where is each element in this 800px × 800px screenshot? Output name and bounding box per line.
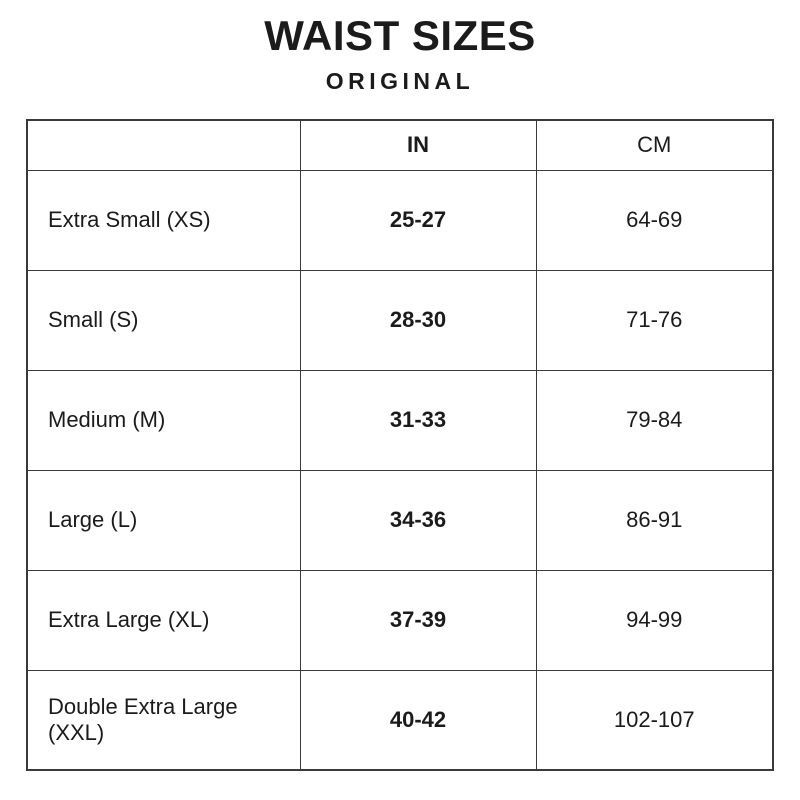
table-row: Small (S) 28-30 71-76 bbox=[26, 269, 774, 371]
header-blank-cell bbox=[26, 119, 301, 171]
size-cm: 79-84 bbox=[535, 369, 774, 471]
size-label: Large (L) bbox=[26, 469, 301, 571]
size-label: Double Extra Large (XXL) bbox=[26, 669, 301, 771]
size-inches: 37-39 bbox=[299, 569, 537, 671]
size-inches: 25-27 bbox=[299, 169, 537, 271]
size-inches: 28-30 bbox=[299, 269, 537, 371]
header-in-cell: IN bbox=[299, 119, 537, 171]
table-row: Large (L) 34-36 86-91 bbox=[26, 469, 774, 571]
size-cm: 86-91 bbox=[535, 469, 774, 571]
size-inches: 34-36 bbox=[299, 469, 537, 571]
size-label: Medium (M) bbox=[26, 369, 301, 471]
size-label: Extra Small (XS) bbox=[26, 169, 301, 271]
table-row: Extra Large (XL) 37-39 94-99 bbox=[26, 569, 774, 671]
table-row: Extra Small (XS) 25-27 64-69 bbox=[26, 169, 774, 271]
waist-size-table: IN CM Extra Small (XS) 25-27 64-69 Small… bbox=[26, 119, 774, 772]
size-inches: 31-33 bbox=[299, 369, 537, 471]
size-label: Small (S) bbox=[26, 269, 301, 371]
size-cm: 71-76 bbox=[535, 269, 774, 371]
page-title: WAIST SIZES bbox=[264, 12, 536, 59]
table-header-row: IN CM bbox=[26, 119, 774, 171]
table-row: Double Extra Large (XXL) 40-42 102-107 bbox=[26, 669, 774, 771]
size-cm: 102-107 bbox=[535, 669, 774, 771]
table-row: Medium (M) 31-33 79-84 bbox=[26, 369, 774, 471]
size-cm: 94-99 bbox=[535, 569, 774, 671]
size-label: Extra Large (XL) bbox=[26, 569, 301, 671]
page-subtitle: ORIGINAL bbox=[325, 68, 475, 95]
size-inches: 40-42 bbox=[299, 669, 537, 771]
header-cm-cell: CM bbox=[535, 119, 774, 171]
size-cm: 64-69 bbox=[535, 169, 774, 271]
